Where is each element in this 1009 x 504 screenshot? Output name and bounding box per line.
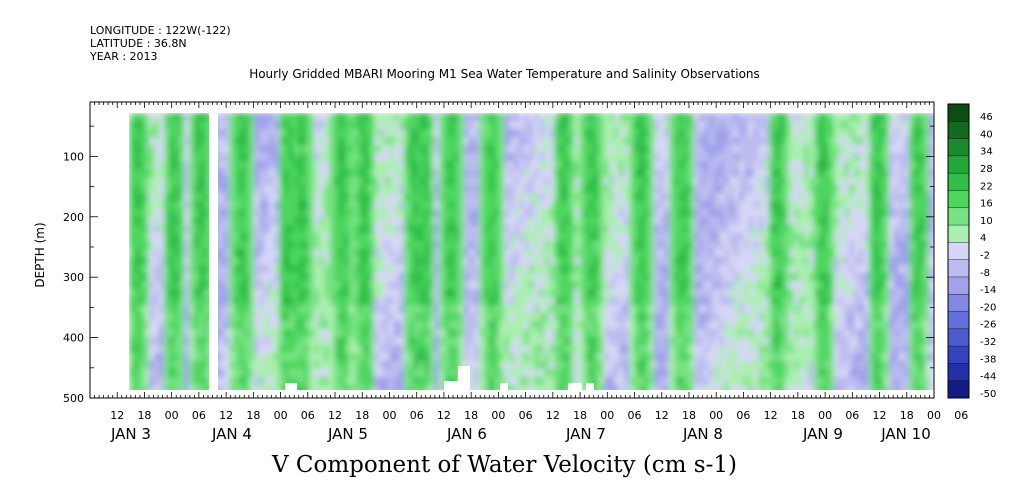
x-hour-tick-label: 12 [764, 409, 778, 422]
colorbar: 46 40 34 28 22 16 10 4 -2 -8 -14 -20 -26 -32 -38 -44 -50 [947, 103, 996, 400]
y-tick-label: 100 [63, 150, 84, 163]
x-hour-tick-label: 18 [682, 409, 696, 422]
colorbar-label: -8 [980, 268, 990, 279]
y-tick-label: 200 [63, 211, 84, 224]
x-hour-tick-label: 06 [954, 409, 968, 422]
x-hour-tick-label: 18 [246, 409, 260, 422]
x-hour-tick-label: 18 [573, 409, 587, 422]
x-hour-tick-label: 06 [736, 409, 750, 422]
colorbar-label: 4 [980, 233, 986, 244]
colorbar-swatch [948, 363, 969, 382]
x-hour-tick-label: 00 [709, 409, 723, 422]
x-hour-tick-label: 12 [546, 409, 560, 422]
x-day-label: JAN 5 [327, 425, 368, 443]
x-hour-tick-label: 06 [519, 409, 533, 422]
colorbar-swatch [948, 207, 969, 226]
colorbar-label: 46 [980, 112, 993, 123]
colorbar-swatch [948, 190, 969, 209]
x-hour-tick-label: 06 [628, 409, 642, 422]
x-hour-tick-label: 06 [192, 409, 206, 422]
colorbar-swatch [948, 328, 969, 347]
x-hour-tick-label: 00 [491, 409, 505, 422]
colorbar-label: 22 [980, 181, 993, 192]
colorbar-label: 16 [980, 199, 993, 210]
colorbar-swatch [948, 155, 969, 174]
colorbar-label: 34 [980, 147, 993, 158]
colorbar-swatch [948, 259, 969, 278]
colorbar-label: -26 [980, 320, 996, 331]
x-hour-tick-label: 00 [927, 409, 941, 422]
latitude-label: LATITUDE : 36.8N [90, 37, 187, 50]
colorbar-swatch [948, 242, 969, 261]
x-day-label: JAN 6 [446, 425, 487, 443]
x-hour-tick-label: 06 [301, 409, 315, 422]
x-hour-tick-label: 18 [464, 409, 478, 422]
colorbar-label: -50 [980, 389, 996, 400]
heatmap-field [129, 113, 934, 390]
colorbar-label: -38 [980, 354, 996, 365]
x-day-label: JAN 7 [565, 425, 606, 443]
x-day-label: JAN 8 [682, 425, 723, 443]
colorbar-label: -2 [980, 251, 990, 262]
colorbar-swatch [948, 121, 969, 140]
colorbar-swatch [948, 138, 969, 157]
chart-caption: V Component of Water Velocity (cm s-1) [272, 452, 737, 478]
x-hour-tick-label: 18 [137, 409, 151, 422]
x-hour-tick-label: 06 [410, 409, 424, 422]
x-day-label: JAN 9 [802, 425, 843, 443]
x-hour-tick-label: 12 [655, 409, 669, 422]
colorbar-swatch [948, 346, 969, 364]
colorbar-swatch [948, 104, 969, 122]
x-hour-tick-label: 18 [900, 409, 914, 422]
colorbar-swatch [948, 311, 969, 330]
x-hour-tick-label: 12 [328, 409, 342, 422]
colorbar-swatch [948, 380, 969, 399]
colorbar-label: -20 [980, 302, 996, 313]
colorbar-label: 40 [980, 129, 993, 140]
x-hour-tick-label: 18 [355, 409, 369, 422]
colorbar-label: 28 [980, 164, 993, 175]
x-hour-tick-label: 18 [791, 409, 805, 422]
x-day-label: JAN 4 [211, 425, 252, 443]
x-hour-tick-label: 00 [818, 409, 832, 422]
x-hour-tick-label: 12 [110, 409, 124, 422]
x-hour-tick-label: 00 [600, 409, 614, 422]
longitude-label: LONGITUDE : 122W(-122) [90, 24, 231, 37]
chart-title: Hourly Gridded MBARI Mooring M1 Sea Wate… [249, 67, 760, 81]
y-tick-label: 500 [63, 392, 84, 405]
colorbar-swatch [948, 276, 969, 295]
plot-axes: 100 200 300 400 500 12 18 00 06 12 18 00 06 12 18 00 06 1… [63, 101, 968, 443]
x-hour-tick-label: 12 [437, 409, 451, 422]
colorbar-swatch [948, 173, 969, 191]
x-day-label: JAN 10 [880, 425, 931, 443]
y-tick-label: 300 [63, 271, 84, 284]
colorbar-label: 10 [980, 216, 993, 227]
x-day-label: JAN 3 [110, 425, 151, 443]
colorbar-label: -14 [980, 285, 996, 296]
colorbar-label: -32 [980, 337, 996, 348]
year-label: YEAR : 2013 [90, 50, 158, 63]
colorbar-swatch [948, 225, 969, 243]
x-hour-tick-label: 00 [382, 409, 396, 422]
y-axis-label: DEPTH (m) [33, 222, 47, 287]
x-hour-tick-label: 06 [845, 409, 859, 422]
x-hour-tick-label: 12 [873, 409, 887, 422]
y-tick-label: 400 [63, 332, 84, 345]
colorbar-swatch [948, 294, 969, 313]
colorbar-label: -44 [980, 372, 996, 383]
x-hour-tick-label: 12 [219, 409, 233, 422]
x-hour-tick-label: 00 [274, 409, 288, 422]
x-hour-tick-label: 00 [165, 409, 179, 422]
